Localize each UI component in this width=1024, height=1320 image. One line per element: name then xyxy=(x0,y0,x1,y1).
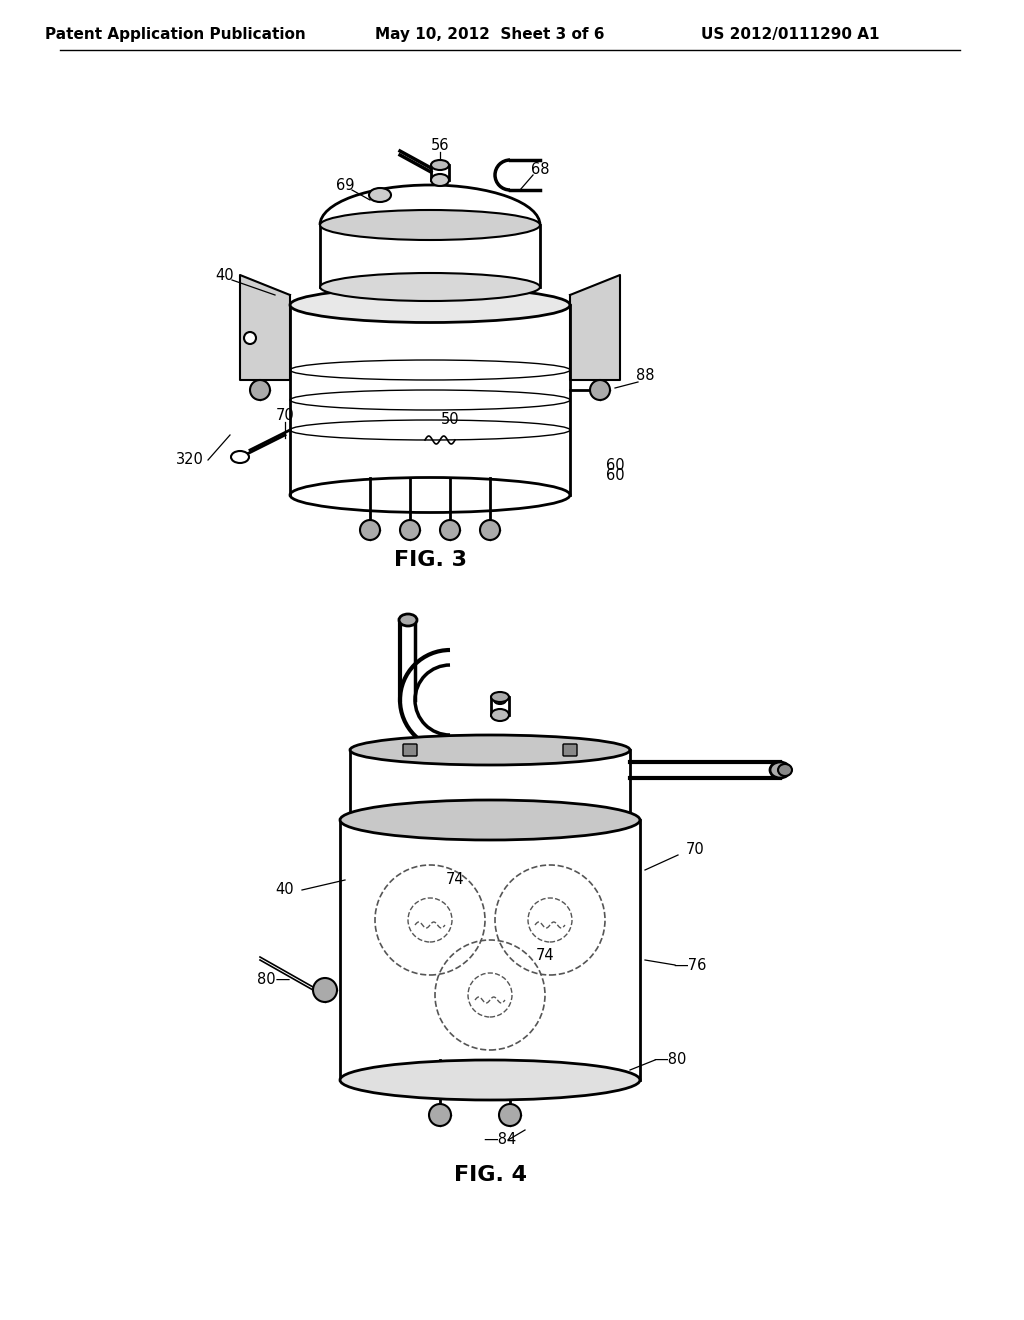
Text: —80: —80 xyxy=(653,1052,687,1068)
Circle shape xyxy=(313,978,337,1002)
Ellipse shape xyxy=(770,762,790,777)
Circle shape xyxy=(400,520,420,540)
Circle shape xyxy=(244,333,256,345)
Ellipse shape xyxy=(369,187,391,202)
Ellipse shape xyxy=(494,696,506,704)
Text: 80—: 80— xyxy=(257,973,290,987)
FancyBboxPatch shape xyxy=(563,744,577,756)
Text: 56: 56 xyxy=(431,137,450,153)
Ellipse shape xyxy=(399,614,417,626)
Text: 52: 52 xyxy=(400,227,419,243)
Ellipse shape xyxy=(340,1060,640,1100)
FancyBboxPatch shape xyxy=(403,744,417,756)
Circle shape xyxy=(429,1104,451,1126)
Text: 68: 68 xyxy=(530,162,549,177)
Text: 50: 50 xyxy=(440,412,460,428)
Ellipse shape xyxy=(350,735,630,766)
Circle shape xyxy=(480,520,500,540)
Polygon shape xyxy=(240,275,290,380)
Text: 70: 70 xyxy=(275,408,294,422)
Text: —76: —76 xyxy=(674,957,707,973)
Text: 74: 74 xyxy=(445,873,464,887)
Ellipse shape xyxy=(231,451,249,463)
Ellipse shape xyxy=(340,800,640,840)
Ellipse shape xyxy=(431,160,449,170)
Text: May 10, 2012  Sheet 3 of 6: May 10, 2012 Sheet 3 of 6 xyxy=(375,28,605,42)
Text: FIG. 3: FIG. 3 xyxy=(393,550,467,570)
Circle shape xyxy=(440,520,460,540)
Ellipse shape xyxy=(778,764,792,776)
Ellipse shape xyxy=(290,288,570,322)
Ellipse shape xyxy=(490,692,509,702)
Circle shape xyxy=(360,520,380,540)
Text: 69: 69 xyxy=(336,177,354,193)
Text: 74: 74 xyxy=(536,948,554,962)
Text: 88: 88 xyxy=(636,367,654,383)
Ellipse shape xyxy=(431,174,449,186)
Text: US 2012/0111290 A1: US 2012/0111290 A1 xyxy=(700,28,880,42)
Circle shape xyxy=(590,380,610,400)
Ellipse shape xyxy=(319,273,540,301)
Ellipse shape xyxy=(319,210,540,240)
Circle shape xyxy=(499,1104,521,1126)
Text: 70: 70 xyxy=(686,842,705,858)
Circle shape xyxy=(250,380,270,400)
Text: Patent Application Publication: Patent Application Publication xyxy=(45,28,305,42)
Text: FIG. 4: FIG. 4 xyxy=(454,1166,526,1185)
Ellipse shape xyxy=(490,709,509,721)
Text: 40: 40 xyxy=(275,883,294,898)
Text: 40: 40 xyxy=(216,268,234,282)
Polygon shape xyxy=(570,275,620,380)
Text: 60: 60 xyxy=(605,467,625,483)
Text: 60: 60 xyxy=(605,458,625,473)
Text: 320: 320 xyxy=(176,453,204,467)
Text: —84: —84 xyxy=(483,1133,517,1147)
